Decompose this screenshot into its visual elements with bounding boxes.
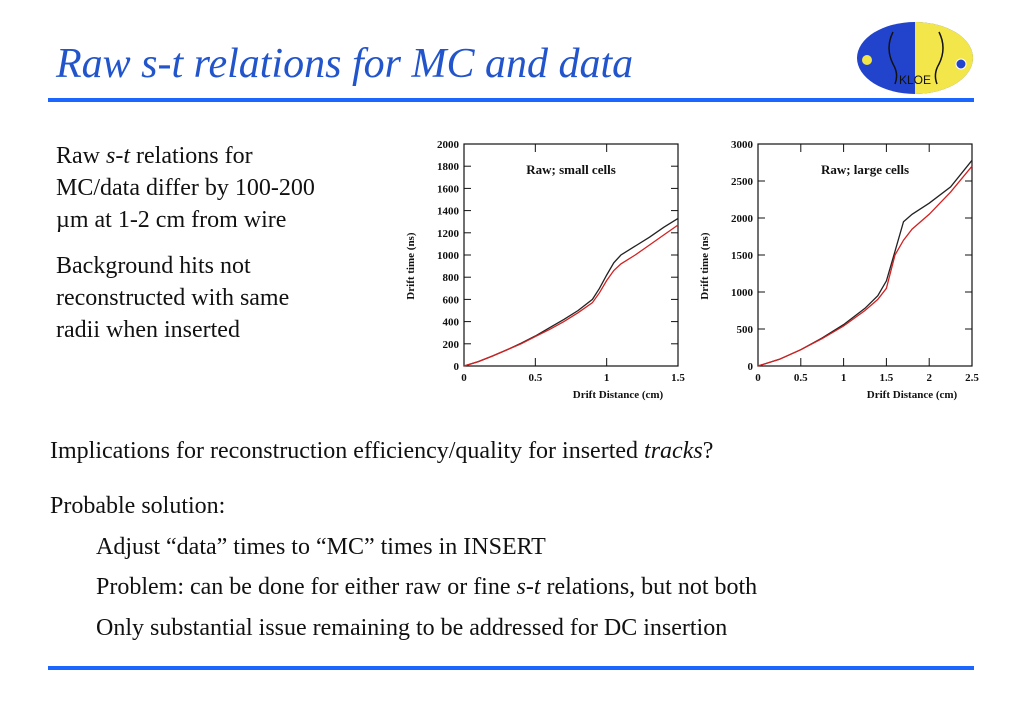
y-tick-label: 1500 bbox=[731, 250, 754, 262]
y-axis-label: Drift time (ns) bbox=[699, 232, 711, 300]
bottom-rule bbox=[48, 666, 974, 670]
series-line-2 bbox=[757, 165, 973, 367]
y-tick-label: 1000 bbox=[731, 287, 754, 299]
text-span: µm at 1-2 cm from wire bbox=[56, 207, 287, 233]
chart-title: Raw; small cells bbox=[526, 162, 616, 177]
y-tick-label: 2000 bbox=[437, 139, 460, 151]
top-rule bbox=[48, 98, 974, 102]
chart-small-cells: 0 200 400 600 800 1000 1200 1400 1600 1800 2000 0 0.… bbox=[405, 139, 685, 401]
series-line-1 bbox=[757, 159, 973, 367]
y-tick-label: 3000 bbox=[731, 139, 754, 151]
x-tick-label: 0.5 bbox=[794, 372, 808, 384]
series-line-1 bbox=[463, 217, 679, 367]
y-tick-label: 1400 bbox=[437, 206, 460, 218]
left-paragraph-2: Background hits not reconstructed with s… bbox=[56, 250, 406, 346]
y-axis-label: Drift time (ns) bbox=[405, 232, 417, 300]
text-span: Raw bbox=[56, 143, 106, 169]
plot-frame bbox=[757, 143, 973, 367]
x-tick-label: 1.5 bbox=[671, 372, 685, 384]
x-tick-label: 0.5 bbox=[528, 372, 542, 384]
left-text-block: Raw s-t relations for MC/data differ by … bbox=[56, 140, 406, 360]
text-span: relations, but not both bbox=[540, 574, 758, 600]
text-span: Implications for reconstruction efficien… bbox=[50, 438, 645, 464]
y-tick-label: 400 bbox=[443, 317, 460, 329]
x-tick-label: 2.5 bbox=[965, 372, 979, 384]
x-tick-label: 1 bbox=[604, 372, 610, 384]
x-tick-label: 1.5 bbox=[880, 372, 894, 384]
y-tick-label: 2000 bbox=[731, 213, 754, 225]
text-span-italic: s-t bbox=[106, 143, 130, 169]
text-span: radii when inserted bbox=[56, 317, 240, 343]
x-axis-label: Drift Distance (cm) bbox=[867, 389, 958, 401]
y-tick-label: 1200 bbox=[437, 228, 460, 240]
y-tick-label: 800 bbox=[443, 272, 460, 284]
text-span: Background hits not bbox=[56, 253, 251, 279]
y-tick-label: 1800 bbox=[437, 161, 460, 173]
y-tick-label: 1600 bbox=[437, 183, 460, 195]
text-span: ? bbox=[702, 438, 714, 464]
text-span: Problem: can be done for either raw or f… bbox=[96, 574, 517, 600]
text-span: MC/data differ by 100-200 bbox=[56, 175, 315, 201]
text-span-italic: tracks bbox=[644, 438, 703, 464]
text-span: relations for bbox=[130, 143, 253, 169]
series-line-2 bbox=[463, 224, 679, 367]
y-tick-label: 500 bbox=[737, 324, 754, 336]
chart-title: Raw; large cells bbox=[821, 162, 909, 177]
left-paragraph-1: Raw s-t relations for MC/data differ by … bbox=[56, 140, 406, 236]
y-tick-label: 200 bbox=[443, 339, 460, 351]
y-tick-label: 2500 bbox=[731, 176, 754, 188]
body-line-only-issue: Only substantial issue remaining to be a… bbox=[96, 615, 728, 641]
x-tick-label: 0 bbox=[461, 372, 467, 384]
chart-large-cells: 0 500 1000 1500 2000 2500 3000 0 0.5 1 1.5 2 2.5 Raw;… bbox=[699, 139, 979, 401]
x-tick-label: 0 bbox=[755, 372, 761, 384]
y-tick-label: 0 bbox=[454, 361, 460, 373]
page-title: Raw s-t relations for MC and data bbox=[56, 41, 634, 87]
y-tick-label: 1000 bbox=[437, 250, 460, 262]
x-tick-label: 1 bbox=[841, 372, 847, 384]
body-line-implications: Implications for reconstruction efficien… bbox=[50, 435, 713, 467]
text-span-italic: s-t bbox=[516, 574, 541, 600]
x-tick-label: 2 bbox=[926, 372, 932, 384]
body-line-problem: Problem: can be done for either raw or f… bbox=[96, 571, 757, 603]
logo-text: KLOE bbox=[899, 73, 931, 87]
plot-frame bbox=[463, 143, 679, 367]
x-axis-label: Drift Distance (cm) bbox=[573, 389, 664, 401]
y-tick-label: 0 bbox=[748, 361, 754, 373]
body-line-adjust: Adjust “data” times to “MC” times in INS… bbox=[96, 534, 546, 560]
y-tick-label: 600 bbox=[443, 294, 460, 306]
kloe-logo: KLOE bbox=[857, 22, 973, 94]
body-line-probable-solution: Probable solution: bbox=[50, 493, 226, 519]
text-span: reconstructed with same bbox=[56, 285, 290, 311]
